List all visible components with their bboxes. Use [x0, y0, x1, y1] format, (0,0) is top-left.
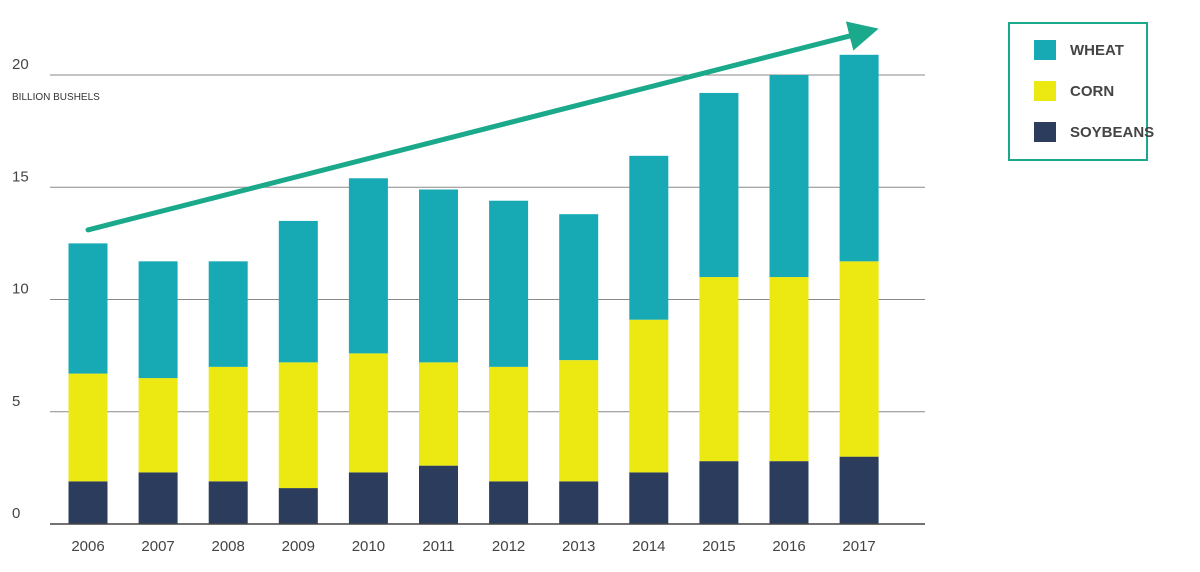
bar-wheat-2011	[419, 189, 458, 363]
x-tick-label: 2017	[842, 538, 875, 555]
trend-arrow-group	[85, 21, 879, 233]
x-tick-label: 2010	[352, 538, 385, 555]
bar-corn-2016	[769, 277, 809, 462]
legend: WHEAT CORN SOYBEANS	[1008, 22, 1154, 161]
x-tick-label: 2006	[71, 538, 104, 555]
axes: 0 5 10 15 20 2006 2007 2008 2009 2010 2011 2012 2013…	[12, 56, 925, 555]
legend-item-soybeans: SOYBEANS	[1034, 122, 1154, 142]
bar-wheat-2013	[559, 214, 599, 361]
legend-item-corn: CORN	[1034, 81, 1114, 101]
bar-soybeans-2014	[629, 472, 669, 524]
bar-corn-2012	[489, 366, 529, 482]
bar-corn-2006	[68, 373, 108, 482]
legend-label-wheat: WHEAT	[1070, 41, 1124, 59]
bar-soybeans-2017	[839, 456, 879, 524]
bar-soybeans-2012	[489, 481, 529, 524]
x-tick-label: 2007	[141, 538, 174, 555]
y-tick-label: 0	[12, 505, 20, 522]
legend-item-wheat: WHEAT	[1034, 40, 1124, 60]
bar-corn-2008	[208, 366, 248, 482]
bar-wheat-2014	[629, 155, 669, 320]
y-tick-label: 15	[12, 168, 29, 185]
bar-soybeans-2010	[348, 472, 388, 524]
legend-label-corn: CORN	[1070, 82, 1115, 100]
bar-wheat-2015	[699, 92, 739, 278]
bar-corn-2015	[699, 277, 739, 462]
bar-soybeans-2015	[699, 461, 739, 524]
legend-swatch-soybeans	[1034, 122, 1056, 142]
bar-wheat-2008	[208, 261, 248, 367]
bar-corn-2013	[559, 360, 599, 482]
bar-soybeans-2006	[68, 481, 108, 524]
x-tick-label: 2013	[562, 538, 595, 555]
bar-soybeans-2008	[208, 481, 248, 524]
bar-wheat-2010	[348, 178, 388, 354]
bar-soybeans-2016	[769, 461, 809, 524]
bar-wheat-2007	[138, 261, 178, 379]
bar-wheat-2017	[839, 54, 879, 262]
bar-corn-2011	[419, 362, 458, 466]
bar-soybeans-2013	[559, 481, 599, 524]
bar-corn-2009	[278, 362, 318, 489]
x-tick-label: 2014	[632, 538, 665, 555]
bar-wheat-2016	[769, 75, 809, 278]
bar-wheat-2012	[489, 200, 529, 367]
legend-swatch-corn	[1034, 81, 1056, 101]
bar-corn-2007	[138, 378, 178, 473]
bar-soybeans-2009	[278, 488, 318, 524]
bar-corn-2017	[839, 261, 879, 457]
bars	[68, 54, 879, 524]
y-axis-unit-label: BILLION BUSHELS	[12, 92, 100, 103]
bar-wheat-2009	[278, 220, 318, 363]
y-tick-label: 5	[12, 393, 20, 410]
bar-corn-2014	[629, 319, 669, 473]
x-tick-label: 2009	[282, 538, 315, 555]
bar-soybeans-2007	[138, 472, 178, 524]
bar-wheat-2006	[68, 243, 108, 374]
x-tick-label: 2012	[492, 538, 525, 555]
x-tick-label: 2016	[772, 538, 805, 555]
trend-arrow	[85, 21, 879, 233]
legend-label-soybeans: SOYBEANS	[1070, 123, 1155, 141]
legend-swatch-wheat	[1034, 40, 1056, 60]
bar-corn-2010	[348, 353, 388, 473]
y-tick-label: 20	[12, 56, 29, 73]
x-tick-label: 2011	[422, 538, 454, 555]
x-tick-label: 2015	[702, 538, 735, 555]
bar-soybeans-2011	[419, 465, 458, 524]
x-tick-label: 2008	[212, 538, 245, 555]
y-tick-label: 10	[12, 281, 29, 298]
